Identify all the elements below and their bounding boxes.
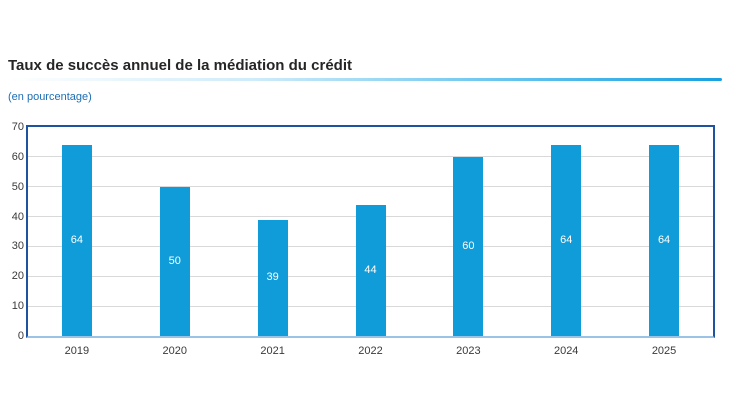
bar-value-label: 50	[168, 254, 181, 267]
bar-2022: 44	[355, 204, 386, 336]
chart-title: Taux de succès annuel de la médiation du…	[8, 57, 352, 74]
bar-2024: 64	[551, 144, 582, 336]
y-axis-tick-label: 10	[11, 300, 24, 313]
y-axis-tick-label: 70	[11, 121, 24, 133]
bar-value-label: 64	[657, 233, 671, 246]
y-axis-tick-label: 50	[11, 180, 24, 193]
y-axis-tick-label: 60	[11, 150, 24, 163]
bar-value-label: 44	[364, 263, 377, 276]
gridline	[28, 186, 713, 188]
bar-value-label: 64	[70, 233, 84, 246]
title-underline-rule	[8, 78, 722, 81]
y-axis-tick-label: 20	[11, 270, 24, 283]
bar-2021: 39	[257, 219, 288, 336]
bar-2020: 50	[159, 186, 190, 336]
x-axis-category-label: 2019	[64, 345, 90, 357]
bar-value-label: 39	[266, 271, 279, 284]
x-axis-category-label: 2025	[651, 345, 677, 357]
x-axis-category-label: 2020	[162, 345, 188, 357]
bar-value-label: 60	[462, 239, 475, 252]
y-axis-tick-label: 40	[11, 210, 24, 223]
bar-2025: 64	[649, 144, 680, 336]
chart-subtitle: (en pourcentage)	[8, 91, 92, 103]
bar-value-label: 64	[560, 233, 573, 246]
bar-2019: 64	[61, 144, 92, 336]
x-axis-category-label: 2023	[456, 345, 481, 357]
y-axis-tick-label: 0	[17, 330, 24, 342]
bar-2023: 60	[453, 156, 484, 336]
x-axis-category-label: 2021	[260, 345, 285, 357]
x-axis-category-label: 2024	[553, 345, 579, 357]
x-axis-category-label: 2022	[358, 345, 383, 357]
y-axis-tick-label: 30	[11, 240, 24, 253]
gridline	[28, 156, 713, 158]
